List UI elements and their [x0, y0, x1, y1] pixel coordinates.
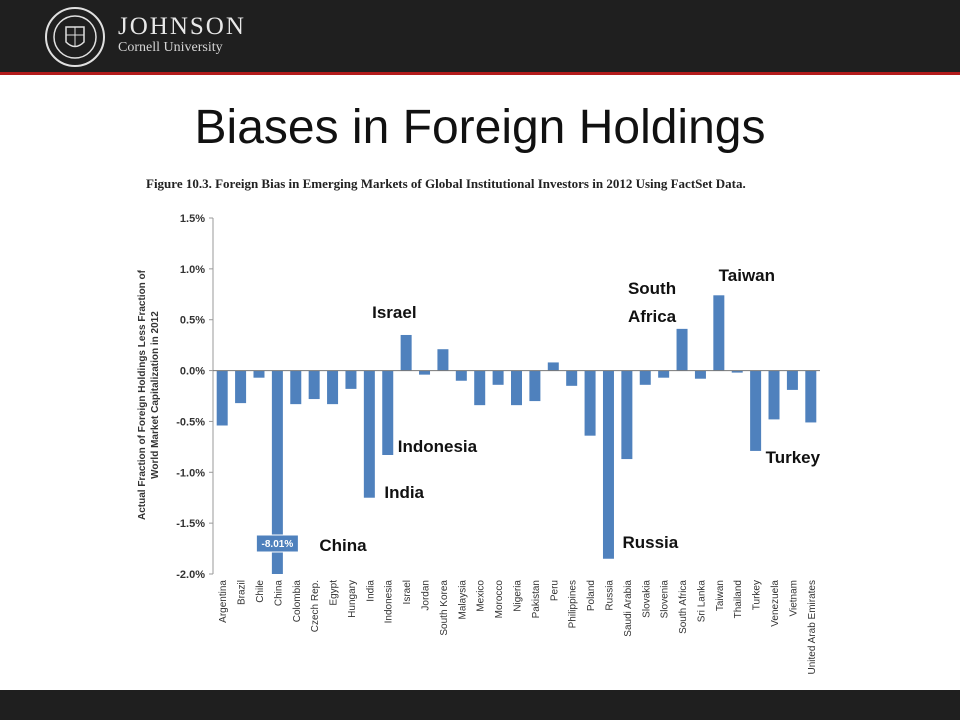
y-tick-label: 1.5%	[180, 213, 205, 225]
x-tick-label: Egypt	[329, 580, 340, 606]
bar-thailand	[731, 370, 743, 373]
annotation-turkey: Turkey	[766, 448, 821, 467]
x-tick-label: Colombia	[292, 580, 303, 623]
y-tick-label: -1.5%	[176, 518, 205, 530]
x-tick-label: Russia	[604, 580, 615, 611]
x-tick-label: Pakistan	[531, 580, 542, 618]
x-tick-label: China	[273, 580, 284, 607]
x-tick-label: Venezuela	[770, 580, 781, 627]
x-tick-label: Thailand	[733, 580, 744, 618]
bar-indonesia	[382, 370, 394, 455]
cornell-seal-icon	[45, 7, 105, 67]
y-tick-label: -2.0%	[176, 569, 205, 581]
truncated-value-label: -8.01%	[262, 539, 294, 550]
y-tick-label: 1.0%	[180, 264, 205, 276]
bar-vietnam	[786, 370, 798, 390]
x-tick-label: Israel	[402, 580, 413, 604]
y-tick-label: -1.0%	[176, 467, 205, 479]
bar-slovakia	[639, 370, 651, 385]
x-tick-label: Turkey	[752, 580, 763, 610]
x-tick-label: Indonesia	[384, 580, 395, 624]
x-tick-label: Sri Lanka	[696, 580, 707, 623]
bar-egypt	[327, 370, 339, 405]
annotation-india: India	[384, 483, 424, 502]
bar-slovenia	[658, 370, 670, 378]
annotation-israel: Israel	[372, 303, 416, 322]
header-accent-rule	[0, 72, 960, 75]
x-tick-label: Hungary	[347, 580, 358, 618]
header-bar: JOHNSON Cornell University	[0, 0, 960, 72]
y-tick-label: 0.0%	[180, 366, 205, 378]
bar-jordan	[419, 370, 431, 375]
brand-subtitle: Cornell University	[118, 40, 223, 55]
x-tick-label: Saudi Arabia	[623, 580, 634, 637]
bar-israel	[400, 334, 412, 371]
annotation-indonesia: Indonesia	[398, 437, 478, 456]
foreign-bias-bar-chart: Actual Fraction of Foreign Holdings Less…	[137, 213, 821, 675]
bar-argentina	[216, 370, 228, 426]
x-tick-label: Nigeria	[513, 580, 524, 612]
y-tick-label: 0.5%	[180, 315, 205, 327]
bar-malaysia	[455, 370, 467, 381]
x-tick-label: Peru	[549, 580, 560, 601]
y-tick-label: -0.5%	[176, 416, 205, 428]
x-tick-label: South Africa	[678, 580, 689, 634]
brand-name: JOHNSON	[118, 13, 246, 40]
x-tick-label: Morocco	[494, 580, 505, 619]
bar-sri-lanka	[694, 370, 706, 379]
x-tick-label: Slovakia	[641, 580, 652, 618]
annotation-russia: Russia	[622, 533, 678, 552]
x-tick-label: Brazil	[237, 580, 248, 605]
y-axis-title: Actual Fraction of Foreign Holdings Less…	[137, 269, 148, 520]
bar-india	[363, 370, 375, 498]
bar-philippines	[566, 370, 578, 386]
x-tick-label: Vietnam	[788, 580, 799, 617]
bar-brazil	[235, 370, 247, 404]
x-tick-label: Jordan	[421, 580, 432, 611]
annotation-china: China	[319, 536, 367, 555]
x-tick-label: Mexico	[476, 580, 487, 612]
x-tick-label: South Korea	[439, 580, 450, 636]
truncated-value-box	[255, 534, 299, 553]
bar-turkey	[750, 370, 762, 451]
x-tick-label: Poland	[586, 580, 597, 611]
bar-morocco	[492, 370, 504, 385]
bar-venezuela	[768, 370, 780, 420]
annotation-taiwan: Taiwan	[719, 266, 775, 285]
x-tick-label: Slovenia	[660, 580, 671, 619]
bar-mexico	[474, 370, 486, 406]
annotation-south-africa: South Africa	[628, 279, 677, 326]
x-tick-label: Philippines	[568, 580, 579, 628]
bar-south-africa	[676, 328, 688, 371]
x-tick-label: Czech Rep.	[310, 580, 321, 632]
x-tick-label: India	[365, 580, 376, 602]
y-axis-title-line2: World Market Capitalization in 2012	[150, 311, 161, 479]
bar-south-korea	[437, 349, 449, 371]
x-tick-label: Chile	[255, 580, 266, 603]
bar-peru	[547, 362, 559, 371]
slide-title: Biases in Foreign Holdings	[194, 101, 766, 154]
bar-russia	[602, 370, 614, 559]
x-tick-label: Taiwan	[715, 580, 726, 611]
footer-bar	[0, 690, 960, 720]
bar-taiwan	[713, 295, 725, 371]
x-tick-label: Malaysia	[457, 580, 468, 620]
bar-nigeria	[511, 370, 522, 406]
bar-saudi-arabia	[621, 370, 633, 460]
bar-poland	[584, 370, 596, 436]
bar-chile	[253, 370, 265, 378]
figure-caption: Figure 10.3. Foreign Bias in Emerging Ma…	[146, 176, 746, 191]
bar-china	[271, 370, 283, 574]
bar-hungary	[345, 370, 357, 389]
x-tick-label: Argentina	[218, 580, 229, 623]
x-tick-label: United Arab Emirates	[807, 580, 818, 675]
bar-czech-rep-	[308, 370, 320, 400]
bar-colombia	[290, 370, 302, 405]
bar-pakistan	[529, 370, 541, 402]
bar-united-arab-emirates	[805, 370, 817, 423]
